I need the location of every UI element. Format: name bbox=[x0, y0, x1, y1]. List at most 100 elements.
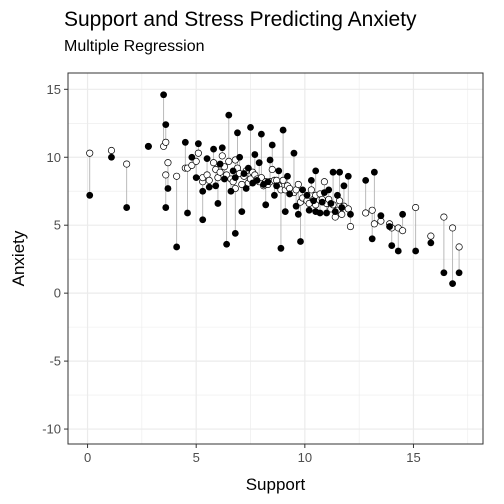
observed-point bbox=[427, 239, 435, 247]
observed-point bbox=[160, 91, 168, 99]
observed-point bbox=[323, 209, 330, 217]
observed-point bbox=[203, 155, 211, 163]
observed-point bbox=[184, 209, 191, 217]
observed-point bbox=[340, 182, 348, 190]
x-tick-label: 10 bbox=[298, 450, 312, 465]
observed-point bbox=[264, 178, 272, 186]
observed-point bbox=[336, 168, 343, 176]
observed-point bbox=[347, 210, 354, 218]
observed-point bbox=[273, 182, 280, 190]
observed-point bbox=[377, 212, 385, 220]
observed-point bbox=[303, 191, 311, 199]
predicted-point bbox=[164, 159, 172, 167]
observed-point bbox=[227, 187, 235, 195]
observed-point bbox=[253, 176, 261, 184]
observed-point bbox=[286, 190, 294, 198]
y-tick-label: -5 bbox=[49, 354, 61, 369]
observed-point bbox=[316, 209, 324, 217]
predicted-point bbox=[194, 149, 202, 157]
observed-point bbox=[242, 185, 250, 192]
x-tick-label: 15 bbox=[406, 450, 420, 465]
x-axis-title: Support bbox=[246, 475, 306, 494]
observed-point bbox=[294, 210, 302, 218]
observed-point bbox=[338, 204, 346, 211]
predicted-point bbox=[107, 146, 116, 155]
predicted-point bbox=[225, 157, 233, 165]
observed-point bbox=[255, 159, 263, 167]
observed-point bbox=[318, 198, 326, 206]
observed-point bbox=[325, 186, 333, 194]
predicted-point bbox=[188, 161, 196, 169]
predicted-point bbox=[86, 149, 94, 157]
observed-point bbox=[86, 191, 94, 199]
observed-point bbox=[218, 144, 226, 152]
observed-point bbox=[108, 153, 115, 161]
predicted-point bbox=[268, 165, 276, 174]
observed-point bbox=[277, 244, 285, 252]
observed-point bbox=[329, 168, 337, 176]
observed-point bbox=[199, 216, 207, 224]
observed-point bbox=[370, 168, 378, 176]
observed-point bbox=[327, 200, 335, 207]
predicted-point bbox=[399, 227, 407, 235]
observed-point bbox=[162, 121, 170, 129]
predicted-point bbox=[238, 180, 246, 188]
panel-border bbox=[67, 72, 484, 445]
predicted-point bbox=[123, 160, 131, 168]
y-tick-label: 15 bbox=[47, 82, 61, 97]
chart-title: Support and Stress Predicting Anxiety bbox=[64, 8, 417, 31]
observed-point bbox=[144, 142, 152, 150]
observed-point bbox=[223, 240, 231, 248]
observed-point bbox=[123, 204, 131, 211]
predicted-point bbox=[440, 213, 448, 221]
observed-point bbox=[173, 243, 181, 251]
predicted-point bbox=[216, 168, 224, 176]
observed-point bbox=[266, 156, 274, 164]
predicted-point bbox=[173, 172, 181, 180]
predicted-point bbox=[320, 178, 328, 186]
grid-layer bbox=[68, 73, 483, 444]
observed-point bbox=[225, 111, 233, 119]
y-tick-label: -10 bbox=[42, 422, 61, 437]
observed-point bbox=[214, 200, 222, 207]
observed-point bbox=[386, 223, 393, 230]
observed-point bbox=[244, 164, 252, 172]
predicted-point bbox=[368, 206, 376, 214]
observed-point bbox=[162, 204, 170, 211]
observed-point bbox=[310, 197, 317, 205]
panel-background bbox=[68, 73, 483, 444]
observed-point bbox=[362, 176, 370, 184]
observed-point bbox=[262, 201, 270, 209]
observed-point bbox=[394, 247, 402, 255]
observed-point bbox=[212, 182, 220, 190]
observed-point bbox=[205, 183, 213, 191]
observed-point bbox=[216, 160, 224, 168]
observed-point bbox=[192, 174, 200, 182]
predicted-point bbox=[346, 223, 355, 231]
observed-point bbox=[210, 145, 217, 153]
observed-point bbox=[251, 151, 259, 158]
observed-point bbox=[284, 172, 291, 180]
data-points bbox=[86, 91, 463, 288]
observed-point bbox=[238, 208, 246, 216]
observed-point bbox=[236, 153, 244, 161]
observed-point bbox=[188, 153, 196, 161]
observed-point bbox=[455, 269, 463, 277]
y-tick-label: 5 bbox=[54, 218, 61, 233]
observed-point bbox=[334, 191, 341, 199]
y-tick-label: 0 bbox=[54, 286, 61, 301]
observed-point bbox=[331, 208, 339, 216]
observed-point bbox=[231, 229, 239, 237]
predicted-point bbox=[449, 224, 457, 232]
predicted-point bbox=[412, 203, 420, 212]
observed-point bbox=[275, 167, 283, 175]
observed-point bbox=[440, 269, 448, 277]
observed-point bbox=[412, 247, 420, 255]
observed-point bbox=[221, 175, 228, 183]
observed-point bbox=[234, 129, 241, 137]
observed-point bbox=[307, 176, 315, 184]
observed-point bbox=[292, 202, 300, 210]
predicted-point bbox=[294, 180, 302, 188]
observed-point bbox=[194, 140, 202, 148]
observed-point bbox=[279, 126, 287, 134]
